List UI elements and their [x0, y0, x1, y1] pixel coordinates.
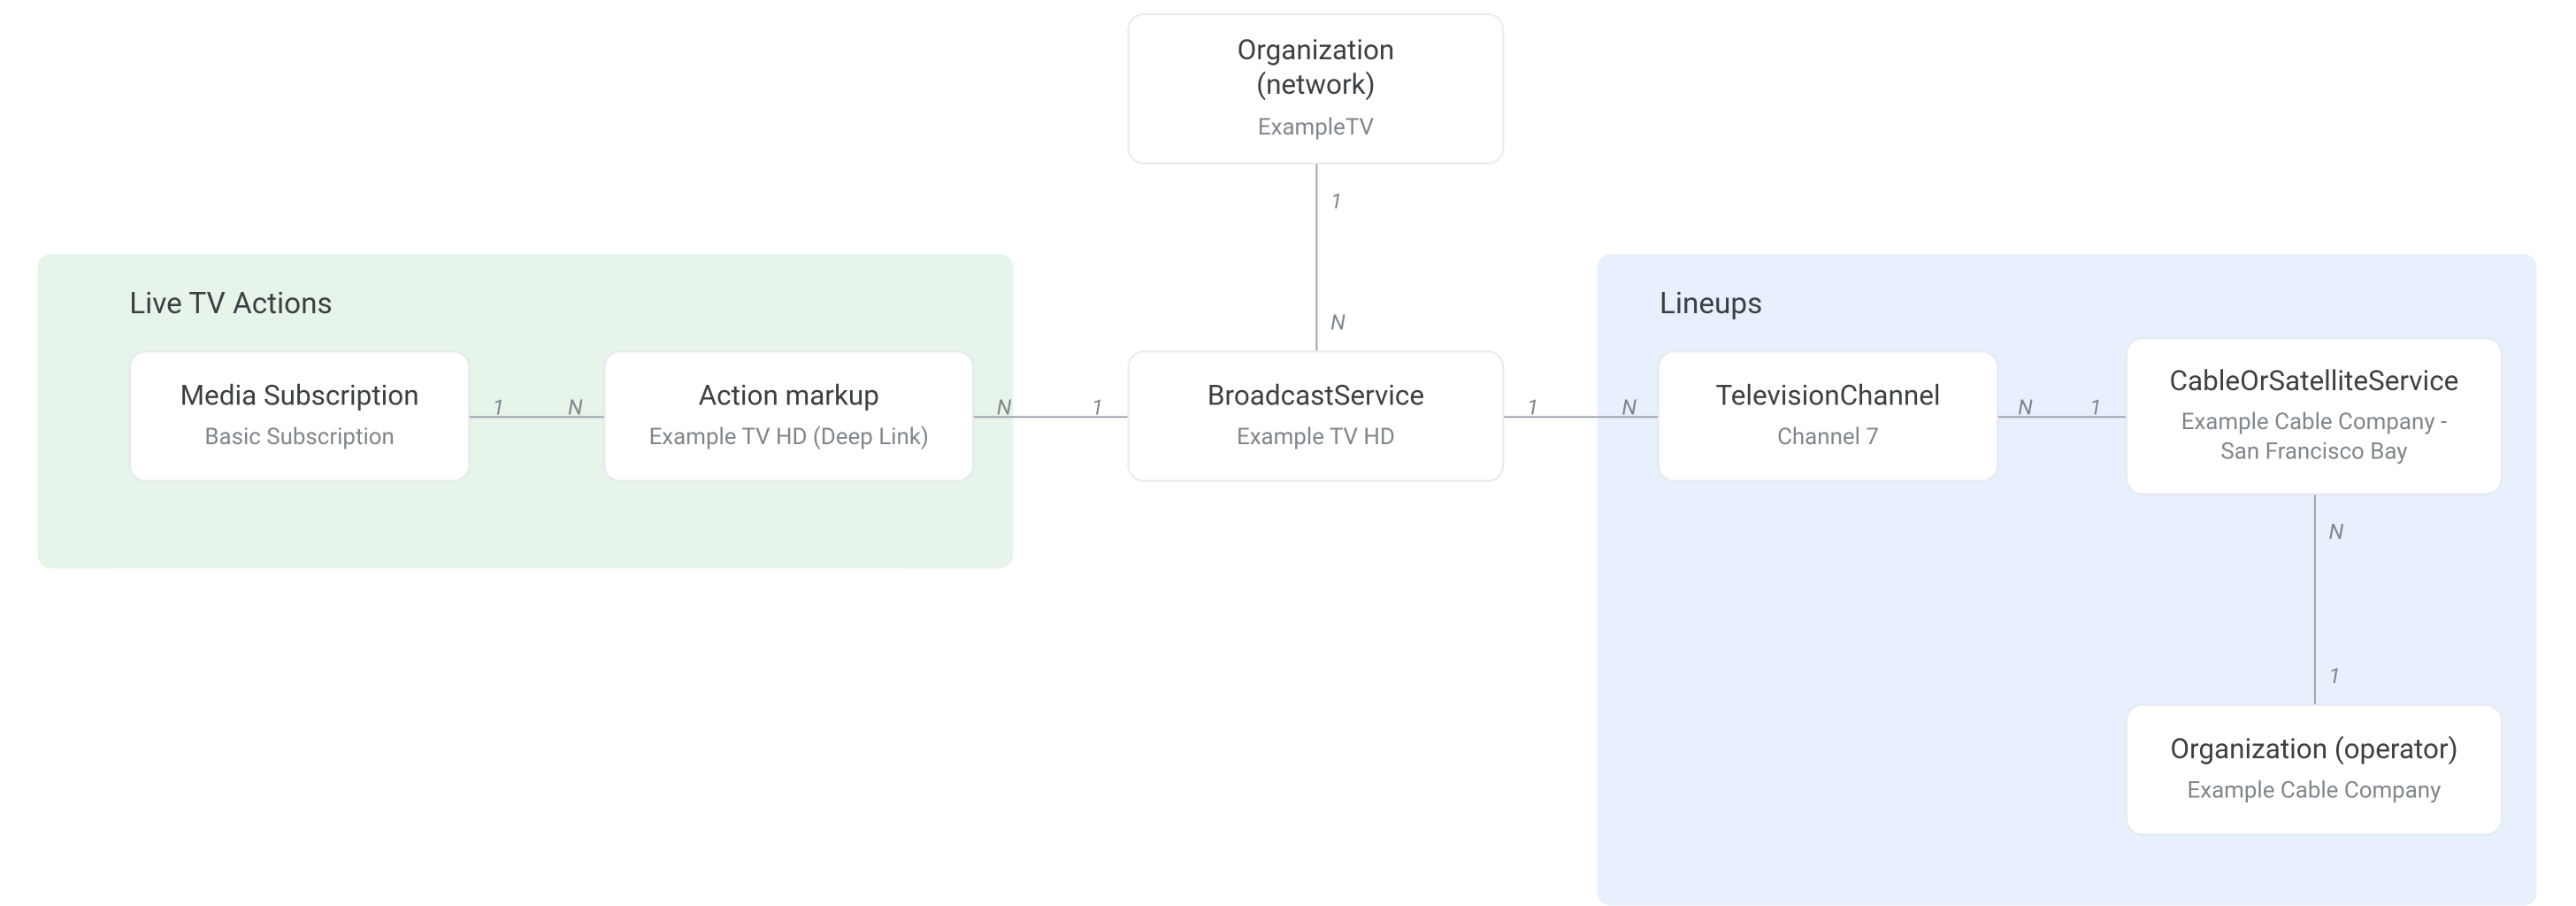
- node-subtitle: Example TV HD (Deep Link): [649, 424, 929, 452]
- region-title: Live TV Actions: [129, 287, 333, 321]
- region-title: Lineups: [1660, 287, 1762, 321]
- cardinality: N: [1330, 311, 1346, 336]
- node-subtitle: ExampleTV: [1258, 114, 1374, 142]
- node-media-subscription: Media Subscription Basic Subscription: [129, 350, 470, 481]
- node-action-markup: Action markup Example TV HD (Deep Link): [604, 350, 974, 481]
- node-cable-satellite-service: CableOrSatelliteService Example Cable Co…: [2126, 338, 2503, 495]
- node-title: Action markup: [699, 380, 879, 414]
- node-broadcast-service: BroadcastService Example TV HD: [1128, 350, 1505, 481]
- node-title: BroadcastService: [1208, 380, 1424, 414]
- node-subtitle: Example Cable Company - San Francisco Ba…: [2181, 410, 2447, 467]
- cardinality: 1: [2329, 665, 2341, 690]
- cardinality: N: [2018, 396, 2033, 421]
- cardinality: N: [568, 396, 583, 421]
- diagram-canvas: Live TV Actions Lineups 1 N 1 N N 1 1 N …: [15, 0, 2562, 905]
- edge: [2314, 495, 2316, 704]
- edge: [1315, 164, 1317, 350]
- node-organization-network: Organization (network) ExampleTV: [1128, 13, 1505, 164]
- node-title: Media Subscription: [180, 380, 419, 414]
- cardinality: 1: [493, 396, 504, 421]
- node-title: Organization (network): [1238, 35, 1395, 104]
- cardinality: N: [2329, 521, 2344, 546]
- cardinality: N: [997, 396, 1012, 421]
- node-subtitle: Example Cable Company: [2188, 778, 2442, 806]
- node-title: TelevisionChannel: [1715, 380, 1940, 414]
- node-subtitle: Example TV HD: [1237, 424, 1395, 452]
- node-subtitle: Channel 7: [1777, 424, 1879, 452]
- edge: [470, 416, 604, 418]
- cardinality: 1: [1330, 190, 1342, 215]
- node-title: CableOrSatelliteService: [2170, 365, 2459, 400]
- cardinality: 1: [2090, 396, 2102, 421]
- cardinality: N: [1622, 396, 1637, 421]
- cardinality: 1: [1527, 396, 1538, 421]
- node-organization-operator: Organization (operator) Example Cable Co…: [2126, 704, 2503, 835]
- node-subtitle: Basic Subscription: [204, 424, 394, 452]
- node-television-channel: TelevisionChannel Channel 7: [1658, 350, 1998, 481]
- node-title: Organization (operator): [2170, 733, 2457, 768]
- cardinality: 1: [1092, 396, 1103, 421]
